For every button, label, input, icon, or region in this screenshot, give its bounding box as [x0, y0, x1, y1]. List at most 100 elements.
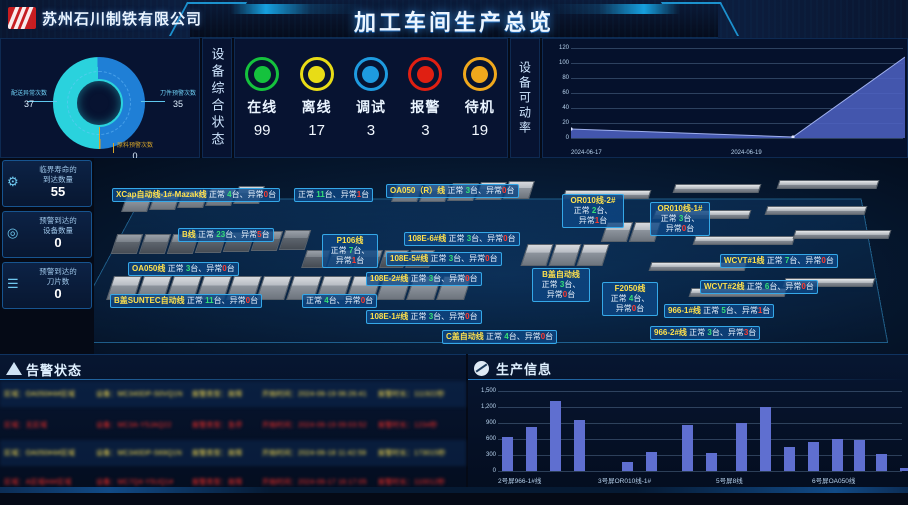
- alarm-type: 报警类型：故障: [192, 391, 243, 398]
- bar[interactable]: [526, 427, 537, 471]
- area-gridline: [571, 63, 903, 64]
- line-title: 966-2#线: [654, 328, 687, 337]
- equipment-donut-panel: 配送异常次数 37 刀件预警次数 35 原料预警次数 0: [0, 38, 200, 161]
- status-label-alarm: 报警: [410, 99, 441, 115]
- card-warning-blades[interactable]: ☰ 预警到达的 刀片数 0: [2, 262, 92, 309]
- alarm-row[interactable]: 区域：A区域#4#区域 设备：MC7Q4-Y5UQ1# 报警类型：故障 开始时间…: [0, 469, 466, 495]
- line-title: B盖自动线: [542, 270, 580, 279]
- card-warning-devices[interactable]: ◎ 预警到达的 设备数量 0: [2, 211, 92, 258]
- line-tag-or010-2[interactable]: OR010线-2# 正常 2台、 异常1台: [562, 194, 624, 228]
- status-item-offline[interactable]: 离线 17: [291, 57, 343, 139]
- status-value-debug: 3: [366, 122, 376, 139]
- status-item-alarm[interactable]: 报警 3: [399, 57, 451, 139]
- line-tag-b-cover[interactable]: B盖自动线 正常 3台、 异常0台: [532, 268, 590, 302]
- status-item-online[interactable]: 在线 99: [236, 57, 288, 139]
- header-right-edge: [718, 0, 908, 38]
- area-ytick-120: 120: [558, 45, 569, 51]
- line-tag-108e-1[interactable]: 108E-1#线 正常 3台、异常0台: [366, 310, 482, 324]
- line-title: WCVT#2线: [704, 282, 745, 291]
- bar-xtick-label: 5号屏8线: [716, 478, 743, 485]
- bar[interactable]: [808, 442, 819, 471]
- company-name: 苏州石川制铁有限公司: [42, 11, 203, 28]
- line-tag-b[interactable]: B线 正常 23台、异常5台: [178, 228, 274, 242]
- donut-hole: [75, 79, 123, 127]
- card-critical-life[interactable]: ⚙ 临界寿命的 到达数量 55: [2, 160, 92, 207]
- line-tag-p106[interactable]: P106线 正常 7台、 异常1台: [322, 234, 378, 268]
- alarm-device: 设备：MC7Q4-Y5UQ1#: [96, 479, 174, 486]
- line-tag-b-suntec[interactable]: B盖SUNTEC自动线 正常 11台、异常0台: [110, 294, 263, 308]
- bar[interactable]: [854, 440, 865, 471]
- bar-gridline: [498, 455, 902, 456]
- bar-ytick-1200: 1,200: [480, 404, 496, 410]
- line-title: OR010线-1#: [657, 204, 703, 213]
- status-value-standby: 19: [471, 122, 489, 139]
- status-dot-online: [253, 65, 271, 83]
- bottom-decoration: [0, 487, 908, 493]
- bar-gridline: [498, 391, 902, 392]
- alarm-duration: 报警时长：1234秒: [378, 422, 438, 429]
- status-item-standby[interactable]: 待机 19: [454, 57, 506, 139]
- alarm-row[interactable]: 区域：OA050#4#区域 设备：MC340DP-S69Q1N 报警类型：故障 …: [0, 440, 466, 466]
- bar[interactable]: [682, 425, 693, 471]
- line-tag-mazak-2[interactable]: 正常 11台、异常1台: [294, 188, 374, 202]
- area-gridline: [571, 48, 903, 49]
- bar[interactable]: [832, 439, 843, 471]
- bar[interactable]: [736, 423, 747, 471]
- line-tag-108e-5[interactable]: 108E-5#线 正常 3台、异常0台: [386, 252, 502, 266]
- alarm-row[interactable]: 区域：OA050#4#区域 设备：MC340DP-S0VQ1N 报警类型：故障 …: [0, 381, 466, 407]
- line-tag-oa050r[interactable]: OA050（R）线 正常 3台、异常0台: [386, 184, 519, 198]
- production-header-rule: [468, 379, 908, 380]
- line-tag-xcap[interactable]: XCap自动线-1#-Mazak线 正常 4台、异常0台: [112, 188, 281, 202]
- line-title: 966-1#线: [668, 306, 701, 315]
- bar[interactable]: [706, 453, 717, 471]
- bar-xtick-label: 3号屏OR010线-1#: [598, 478, 652, 485]
- alarm-start: 开始时间：2024-06-19 09:03:52: [262, 422, 367, 429]
- donut-leader-left: [27, 101, 57, 102]
- bar-ytick-0: 0: [492, 468, 496, 474]
- target-icon: ◎: [7, 225, 19, 240]
- line-title: OR010线-2#: [570, 196, 616, 205]
- card-warning-devices-line1: 预警到达的: [39, 216, 77, 225]
- line-tag-wcvt-2[interactable]: WCVT#2线 正常 6台、异常0台: [700, 280, 818, 294]
- status-value-online: 99: [253, 122, 271, 139]
- area-gridline: [571, 78, 903, 79]
- bar[interactable]: [550, 401, 561, 471]
- area-gridline: [571, 108, 903, 109]
- status-ring-offline: [299, 57, 334, 91]
- line-tag-wcvt-1[interactable]: WCVT#1线 正常 7台、异常0台: [720, 254, 838, 268]
- line-tag-f2050[interactable]: F2050线 正常 4台、 异常0台: [602, 282, 658, 316]
- bar[interactable]: [646, 452, 657, 471]
- card-warning-devices-line2: 设备数量: [43, 226, 73, 236]
- bar[interactable]: [622, 462, 633, 471]
- bar[interactable]: [784, 447, 795, 471]
- area-gridline: [571, 123, 903, 124]
- bar[interactable]: [760, 407, 771, 471]
- line-tag-extra[interactable]: 正常 4台、异常0台: [302, 294, 378, 308]
- alarm-start: 开始时间：2024-06-18 11:42:59: [262, 450, 367, 457]
- line-tag-or010-1[interactable]: OR010线-1# 正常 3台、 异常0台: [650, 202, 710, 236]
- bar-gridline: [498, 423, 902, 424]
- line-title: 108E-2#线: [370, 274, 409, 283]
- bar[interactable]: [574, 420, 585, 471]
- bar[interactable]: [900, 468, 908, 471]
- line-tag-108e-2[interactable]: 108E-2#线 正常 3台、异常0台: [366, 272, 482, 286]
- gear-icon: ⚙: [7, 174, 19, 189]
- line-tag-966-1[interactable]: 966-1#线 正常 5台、异常1台: [664, 304, 775, 318]
- alert-cards: ⚙ 临界寿命的 到达数量 55 ◎ 预警到达的 设备数量 0 ☰ 预警到达的 刀…: [2, 160, 94, 313]
- line-tag-c-cover[interactable]: C盖自动线 正常 4台、异常0台: [442, 330, 558, 344]
- line-tag-966-2[interactable]: 966-2#线 正常 3台、异常3台: [650, 326, 761, 340]
- status-label-online: 在线: [247, 99, 278, 115]
- bar[interactable]: [876, 454, 887, 471]
- card-critical-life-line2: 到达数量: [43, 175, 73, 185]
- bar-gridline: [498, 439, 902, 440]
- bar-ytick-1500: 1,500: [480, 388, 496, 394]
- alarm-row[interactable]: 区域：无区域 设备：MC3A-Y5JAQ22 报警类型：急停 开始时间：2024…: [0, 412, 466, 438]
- line-tag-108e-6[interactable]: 108E-6#线 正常 3台、异常0台: [404, 232, 520, 246]
- line-title: P106线: [336, 236, 364, 245]
- donut-label-left: 配送异常次数 37: [10, 91, 47, 109]
- conveyor: [792, 230, 892, 239]
- bar[interactable]: [502, 437, 513, 471]
- area-gridline: [571, 93, 903, 94]
- status-item-debug[interactable]: 调试 3: [345, 57, 397, 139]
- line-tag-oa050[interactable]: OA050线 正常 3台、异常0台: [128, 262, 239, 276]
